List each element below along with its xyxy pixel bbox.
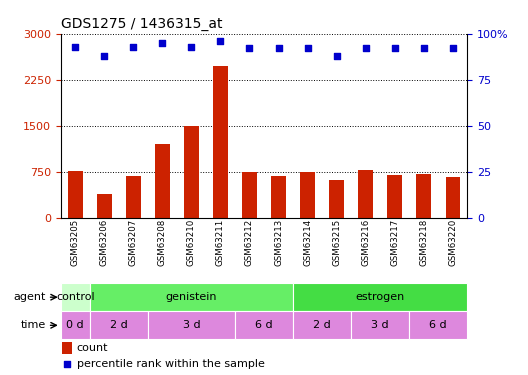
Bar — [388, 175, 402, 217]
Text: 3 d: 3 d — [183, 320, 200, 330]
Bar — [62, 342, 72, 354]
Text: genistein: genistein — [166, 292, 217, 302]
Bar — [235, 311, 293, 339]
Text: control: control — [56, 292, 95, 302]
Bar — [300, 172, 315, 217]
Bar — [213, 66, 228, 218]
Point — [216, 38, 225, 44]
Text: percentile rank within the sample: percentile rank within the sample — [77, 359, 265, 369]
Point — [275, 45, 283, 51]
Point — [158, 40, 167, 46]
Bar — [242, 172, 257, 217]
Text: 6 d: 6 d — [429, 320, 447, 330]
Text: 6 d: 6 d — [255, 320, 273, 330]
Bar — [329, 180, 344, 218]
Text: 2 d: 2 d — [110, 320, 128, 330]
Bar — [417, 174, 431, 217]
Bar — [351, 311, 409, 339]
Bar — [61, 311, 90, 339]
Point — [333, 53, 341, 59]
Bar — [61, 283, 90, 311]
Bar — [126, 176, 140, 218]
Bar — [271, 176, 286, 218]
Text: 0 d: 0 d — [67, 320, 84, 330]
Point — [187, 44, 196, 50]
Text: count: count — [77, 343, 108, 352]
Bar — [446, 177, 460, 218]
Bar — [148, 311, 235, 339]
Bar — [293, 311, 351, 339]
Point — [361, 45, 370, 51]
Text: agent: agent — [14, 292, 46, 302]
Bar — [155, 144, 169, 218]
Bar — [68, 171, 82, 217]
Bar — [90, 283, 293, 311]
Bar — [97, 194, 111, 217]
Text: 2 d: 2 d — [313, 320, 331, 330]
Text: estrogen: estrogen — [355, 292, 405, 302]
Bar — [184, 126, 199, 218]
Point — [391, 45, 399, 51]
Text: GDS1275 / 1436315_at: GDS1275 / 1436315_at — [61, 17, 222, 32]
Point — [100, 53, 109, 59]
Text: time: time — [21, 320, 46, 330]
Text: 3 d: 3 d — [371, 320, 389, 330]
Point — [71, 44, 80, 50]
Bar — [90, 311, 148, 339]
Bar — [359, 170, 373, 217]
Point — [129, 44, 138, 50]
Point — [420, 45, 428, 51]
Point — [449, 45, 457, 51]
Point — [303, 45, 312, 51]
Bar — [409, 311, 467, 339]
Point — [63, 361, 71, 367]
Bar — [293, 283, 467, 311]
Point — [245, 45, 254, 51]
